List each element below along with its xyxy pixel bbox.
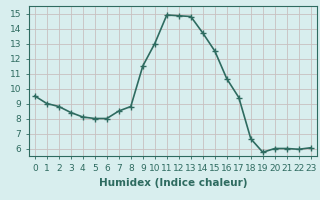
X-axis label: Humidex (Indice chaleur): Humidex (Indice chaleur) (99, 178, 247, 188)
